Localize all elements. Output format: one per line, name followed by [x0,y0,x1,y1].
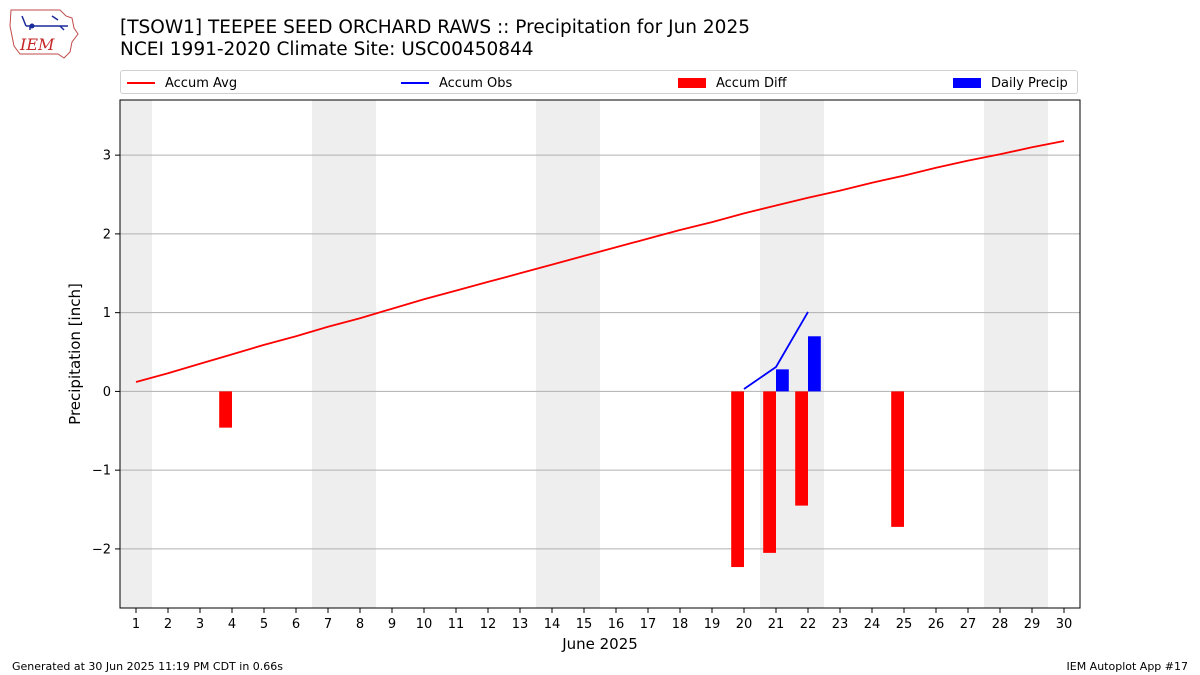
x-tick-label-30: 30 [1056,617,1073,632]
gridlines-layer [120,154,1080,550]
x-tick-label-1: 1 [132,617,140,632]
weekend-band-21 [760,100,792,608]
bars-layer [219,336,904,568]
x-tick-label-25: 25 [896,617,913,632]
legend-swatch-accum-obs [401,82,429,84]
x-tick-label-9: 9 [388,617,396,632]
x-tick-label-13: 13 [512,617,529,632]
legend-item-accum-diff: Accum Diff [678,71,787,95]
x-tick-label-12: 12 [480,617,497,632]
y-axis-label: Precipitation [inch] [66,283,84,425]
app-id: IEM Autoplot App #17 [1066,660,1189,673]
weekend-band-15 [568,100,600,608]
x-tick-label-17: 17 [640,617,657,632]
x-tick-label-21: 21 [768,617,785,632]
weekend-band-22 [792,100,824,608]
weekend-band-8 [344,100,376,608]
daily-precip-bar-day-21 [776,369,789,392]
weather-station-icon [21,15,68,31]
iem-logo: IEM [9,9,79,59]
lines-layer [135,140,1065,390]
title-line-2: NCEI 1991-2020 Climate Site: USC00450844 [120,39,534,60]
legend-label-daily-precip: Daily Precip [991,75,1068,91]
weekend-band-29 [1016,100,1048,608]
x-tick-label-2: 2 [164,617,172,632]
x-tick-label-22: 22 [800,617,817,632]
x-tick-label-19: 19 [704,617,721,632]
x-tick-label-3: 3 [196,617,204,632]
legend-swatch-accum-avg [127,82,155,84]
x-tick-label-6: 6 [292,617,300,632]
logo-text: IEM [19,35,55,54]
legend-item-accum-obs: Accum Obs [401,71,512,95]
x-tick-label-4: 4 [228,617,236,632]
x-tick-label-29: 29 [1024,617,1041,632]
legend-swatch-accum-diff [678,78,706,88]
x-tick-label-5: 5 [260,617,268,632]
legend-item-accum-avg: Accum Avg [127,71,237,95]
weekend-band-7 [312,100,344,608]
y-tick-label--1: −1 [92,464,111,479]
x-axis-ticks: 1 2 3 4 5 6 7 8 9 10 11 12 13 14 15 16 17 18 19 20 21 22 23 24 2… [132,608,1072,632]
plot-frame [119,99,1081,609]
x-tick-label-10: 10 [416,617,433,632]
daily-precip-bar-day-22 [808,336,821,392]
x-tick-label-20: 20 [736,617,753,632]
x-tick-label-18: 18 [672,617,689,632]
title-line-1: [TSOW1] TEEPEE SEED ORCHARD RAWS :: Prec… [120,17,750,38]
accum-diff-bar-day-20 [731,391,744,568]
weekend-shading-layer [120,100,1048,608]
y-tick-label-1: 1 [103,306,111,321]
x-tick-label-28: 28 [992,617,1009,632]
legend-label-accum-diff: Accum Diff [716,75,787,91]
x-tick-label-7: 7 [324,617,332,632]
weekend-band-1 [120,100,152,608]
accum-diff-bar-day-25 [891,391,904,527]
chart-title: [TSOW1] TEEPEE SEED ORCHARD RAWS :: Prec… [120,17,750,61]
y-tick-label-3: 3 [103,149,111,164]
x-tick-label-15: 15 [576,617,593,632]
generated-timestamp: Generated at 30 Jun 2025 11:19 PM CDT in… [12,660,284,673]
x-tick-label-11: 11 [448,617,465,632]
y-tick-label--2: −2 [92,542,111,557]
weekend-band-14 [536,100,568,608]
x-tick-label-24: 24 [864,617,881,632]
legend: Accum Avg Accum Obs Accum Diff Daily Pre… [120,70,1078,94]
y-axis-ticks: −2 −1 0 1 2 3 [92,149,120,557]
x-tick-label-16: 16 [608,617,625,632]
x-tick-label-8: 8 [356,617,364,632]
x-tick-label-14: 14 [544,617,561,632]
accum-diff-bar-day-4 [219,391,232,428]
weekend-band-28 [984,100,1016,608]
legend-label-accum-avg: Accum Avg [165,75,238,91]
accum-diff-bar-day-22 [795,391,808,506]
legend-label-accum-obs: Accum Obs [439,75,513,91]
y-tick-label-2: 2 [103,227,111,242]
x-tick-label-26: 26 [928,617,945,632]
legend-swatch-daily-precip [953,78,981,88]
state-outline-icon [9,9,79,59]
x-tick-label-23: 23 [832,617,849,632]
x-tick-label-27: 27 [960,617,977,632]
accum-avg-line [135,140,1065,383]
legend-item-daily-precip: Daily Precip [953,71,1068,95]
accum-diff-bar-day-21 [763,391,776,553]
x-axis-label: June 2025 [561,635,638,653]
y-tick-label-0: 0 [103,385,111,400]
accum-obs-line [743,311,809,390]
